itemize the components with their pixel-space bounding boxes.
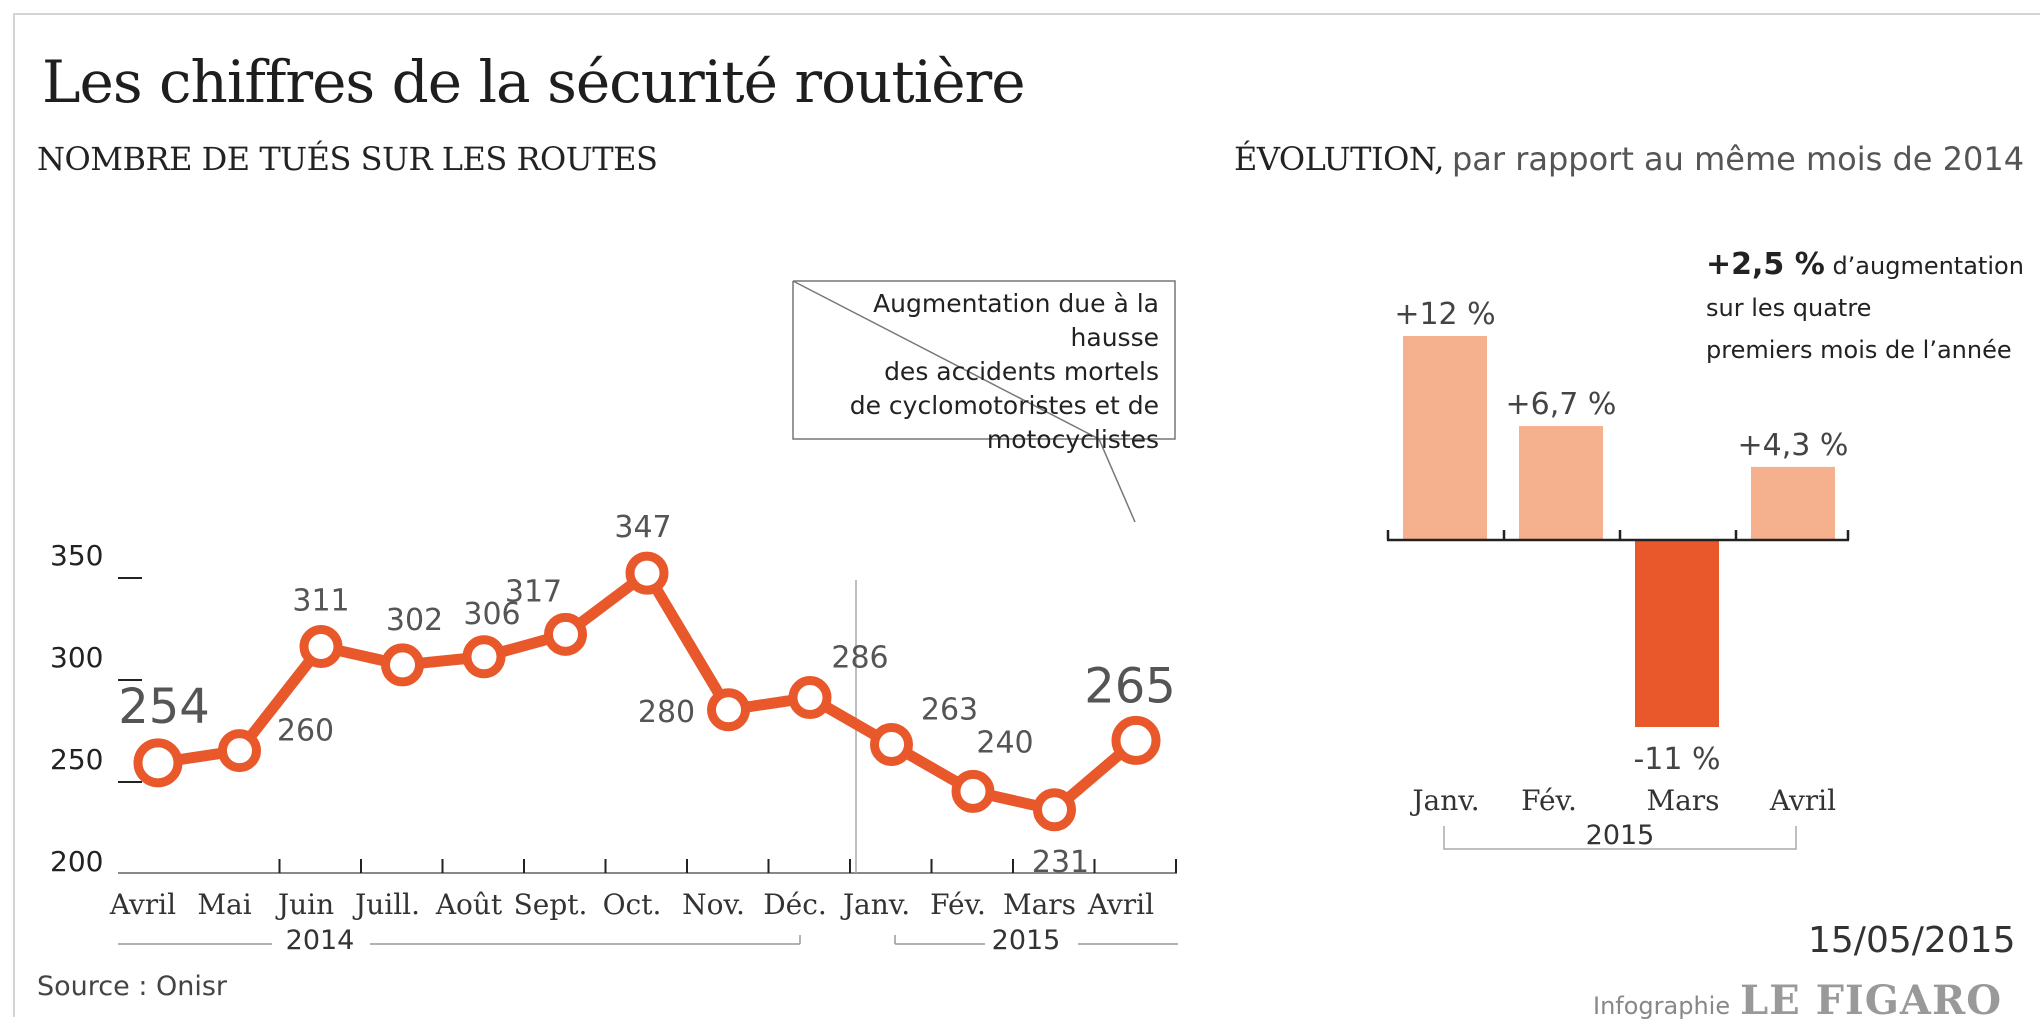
data-point [707,688,750,732]
credit-label: Infographie [1593,992,1731,1020]
data-point [218,729,261,773]
annotation-pointer [792,280,1176,523]
line-chart: 200 250 300 350 Avril Mai Juin Juill. Août Sept. O… [50,280,1178,956]
data-label: 347 [614,510,671,545]
data-point [951,769,995,813]
data-point [299,625,343,669]
bar [1751,466,1835,540]
data-point [133,738,183,788]
bar-chart-title: ÉVOLUTION, par rapport au même mois de 20… [1234,140,2024,178]
y-tick-label: 250 [50,743,103,776]
annotation-line: motocyclistes [986,425,1159,454]
bar-value-label: +6,7 % [1506,387,1617,422]
data-label: 306 [463,597,520,632]
y-tick-label: 300 [50,641,103,674]
x-tick-label: Janv. [840,888,910,921]
data-label: 254 [118,679,210,735]
summary-highlight: +2,5 % [1706,247,1825,282]
data-label: 302 [386,603,443,638]
bar-value-label: +4,3 % [1738,428,1849,463]
x-tick-label: Sept. [514,888,588,921]
summary-note: +2,5 % d’augmentation sur les quatre pre… [1706,244,2024,371]
y-tick-label: 200 [50,845,103,878]
data-point [462,635,506,679]
line-chart-title: NOMBRE DE TUÉS SUR LES ROUTES [37,140,658,178]
data-point [870,722,913,766]
annotation-line: Augmentation due à la hausse [873,289,1159,352]
annotation-line: des accidents mortels [884,357,1159,386]
x-tick-label: Nov. [682,888,745,921]
x-tick-label: Oct. [603,888,662,921]
bar-category-label: Avril [1769,784,1836,817]
page-title: Les chiffres de la sécurité routière [42,48,1026,116]
data-label: 280 [638,695,695,730]
data-label: 286 [831,641,888,676]
x-tick-label: Avril [109,888,176,921]
annotation-line: de cyclomotoristes et de [849,391,1159,420]
summary-line2: sur les quatre [1706,294,1872,322]
bar-category-label: Mars [1646,784,1719,817]
summary-line1: d’augmentation [1832,252,2024,280]
y-tick-label: 350 [50,539,103,572]
credit: Infographie LE FIGARO [1593,977,2002,1024]
data-point [788,676,832,720]
bar-value-label: +12 % [1394,297,1495,332]
summary-line3: premiers mois de l’année [1706,336,2012,364]
year-bracket [1443,826,1797,850]
x-tick-label: Fév. [930,888,986,921]
data-label: 240 [976,725,1033,760]
x-tick-label: Avril [1087,888,1154,921]
publication-date: 15/05/2015 [1808,920,2016,961]
x-tick-label: Août [435,888,503,921]
bar-chart-title-light: par rapport au même mois de 2014 [1451,140,2025,178]
brand-logo: LE FIGARO [1740,977,2003,1024]
data-label: 231 [1032,845,1089,880]
year-label: 2015 [1586,820,1655,851]
data-label: 311 [292,584,349,619]
data-point [625,551,669,595]
data-point [1111,715,1161,765]
data-point [381,643,424,687]
bar [1635,540,1719,727]
data-label: 317 [505,574,562,609]
bar-chart-title-bold: ÉVOLUTION, [1234,140,1444,178]
annotation-box: Augmentation due à la hausse des acciden… [793,281,1175,454]
data-point [1033,788,1076,832]
x-tick-label: Mars [1003,888,1076,921]
data-label: 260 [277,714,334,749]
year-label: 2014 [286,925,355,956]
x-tick-label: Mai [197,888,251,921]
x-tick-label: Juin [275,888,334,921]
bar [1519,426,1603,540]
data-label: 263 [921,692,978,727]
bar [1403,336,1487,540]
bar-value-label: -11 % [1633,742,1720,777]
bar-category-label: Janv. [1409,784,1479,817]
bar-category-label: Fév. [1521,784,1577,817]
data-label: 265 [1084,658,1176,714]
chart-frame [13,13,2040,1017]
x-tick-label: Déc. [763,888,827,921]
source-note: Source : Onisr [37,971,228,1002]
x-tick-label: Juill. [352,888,420,921]
year-label: 2015 [992,925,1061,956]
data-point [544,612,587,656]
